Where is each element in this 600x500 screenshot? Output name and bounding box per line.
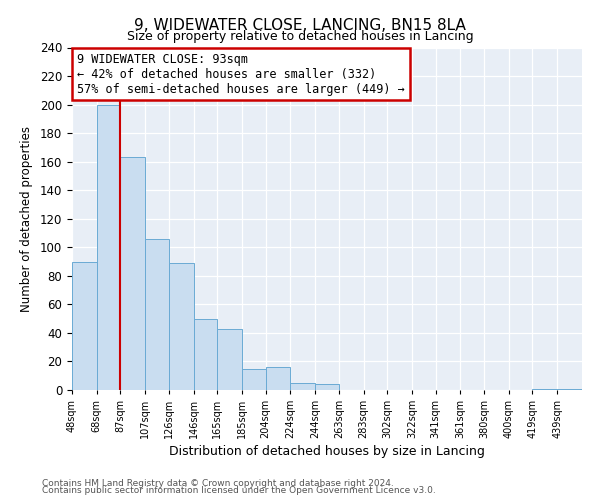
Bar [72, 262, 97, 390]
Bar [194, 318, 217, 390]
Bar [315, 384, 339, 390]
Bar [121, 158, 145, 390]
Bar [145, 238, 169, 390]
Bar [97, 104, 121, 390]
Y-axis label: Number of detached properties: Number of detached properties [20, 126, 33, 312]
Bar [169, 263, 194, 390]
Text: Contains HM Land Registry data © Crown copyright and database right 2024.: Contains HM Land Registry data © Crown c… [42, 478, 394, 488]
X-axis label: Distribution of detached houses by size in Lancing: Distribution of detached houses by size … [169, 446, 485, 458]
Bar [532, 388, 557, 390]
Text: 9 WIDEWATER CLOSE: 93sqm
← 42% of detached houses are smaller (332)
57% of semi-: 9 WIDEWATER CLOSE: 93sqm ← 42% of detach… [77, 52, 405, 96]
Bar [217, 328, 242, 390]
Text: 9, WIDEWATER CLOSE, LANCING, BN15 8LA: 9, WIDEWATER CLOSE, LANCING, BN15 8LA [134, 18, 466, 32]
Bar [290, 383, 315, 390]
Bar [557, 388, 582, 390]
Text: Contains public sector information licensed under the Open Government Licence v3: Contains public sector information licen… [42, 486, 436, 495]
Text: Size of property relative to detached houses in Lancing: Size of property relative to detached ho… [127, 30, 473, 43]
Bar [266, 367, 290, 390]
Bar [242, 368, 266, 390]
